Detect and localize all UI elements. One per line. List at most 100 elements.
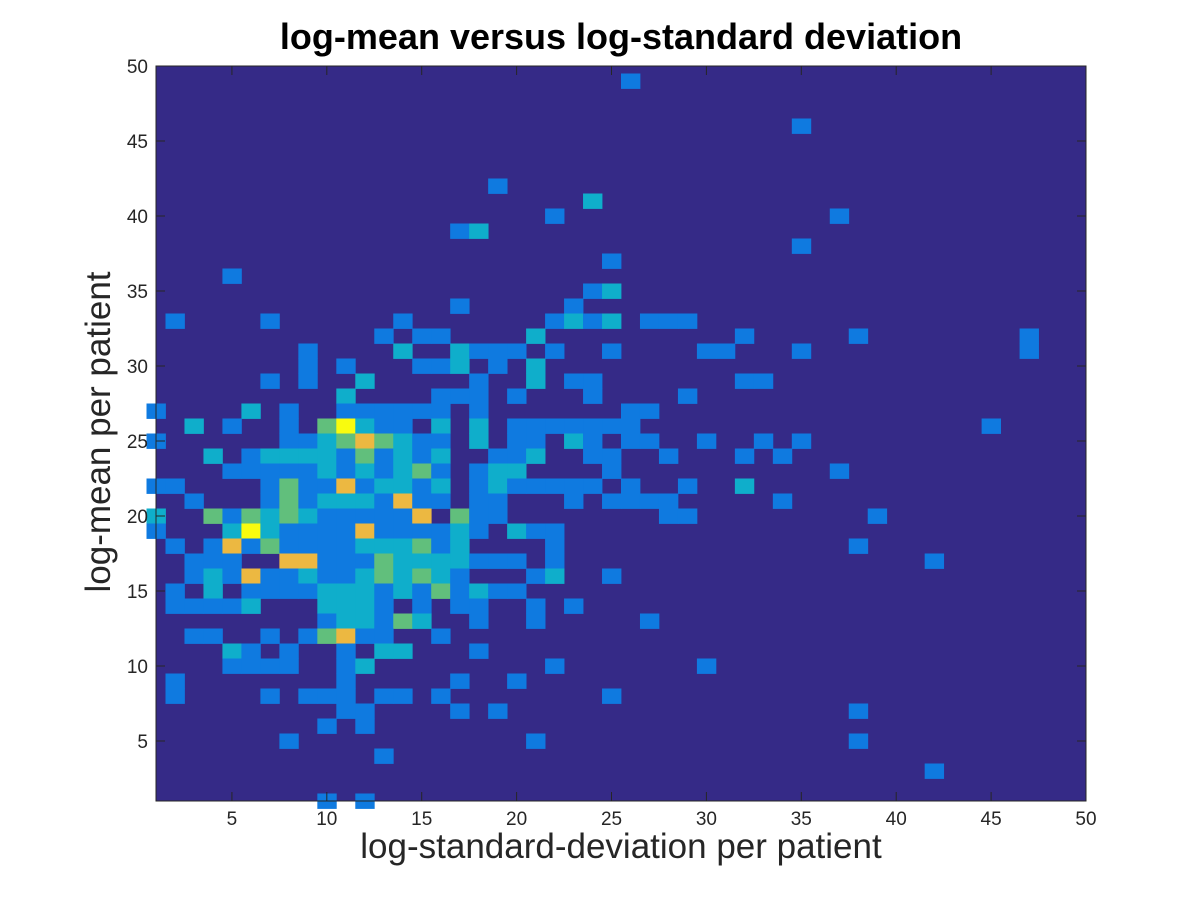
heatmap-cell	[450, 358, 470, 374]
heatmap-cell	[374, 478, 394, 494]
heatmap-cell	[260, 493, 280, 509]
heatmap-cell	[450, 598, 470, 614]
heatmap-cell	[734, 328, 755, 344]
heatmap-cell	[260, 628, 280, 644]
heatmap-cell	[336, 538, 356, 554]
heatmap-cell	[658, 313, 679, 329]
heatmap-cell	[753, 433, 774, 449]
heatmap-cell	[450, 703, 470, 719]
heatmap-cell	[677, 478, 698, 494]
heatmap-cell	[184, 493, 204, 509]
heatmap-cell	[241, 658, 261, 674]
heatmap-cell	[696, 343, 717, 359]
heatmap-cell	[336, 703, 356, 719]
plot-frame	[155, 65, 1087, 802]
heatmap-cell	[564, 493, 584, 509]
heatmap-cell	[734, 373, 755, 389]
heatmap-cell	[298, 688, 318, 704]
heatmap-cell	[184, 628, 204, 644]
heatmap-cell	[791, 433, 812, 449]
heatmap-cell	[260, 463, 280, 479]
heatmap-cell	[393, 523, 413, 539]
heatmap-cell	[450, 298, 470, 314]
heatmap-cell	[507, 418, 527, 434]
heatmap-cell	[260, 508, 280, 524]
heatmap-cell	[393, 313, 413, 329]
heatmap-cell	[431, 328, 451, 344]
heatmap-cell	[317, 433, 337, 449]
heatmap-cell	[222, 658, 242, 674]
heatmap-cell	[393, 538, 413, 554]
heatmap-cell	[772, 493, 793, 509]
y-tick-label: 20	[127, 507, 148, 528]
heatmap-cell	[469, 418, 489, 434]
heatmap-cell	[298, 433, 318, 449]
x-tick-label: 30	[696, 809, 717, 830]
heatmap-cell	[450, 523, 470, 539]
heatmap-cell	[279, 433, 299, 449]
heatmap-cell	[355, 433, 375, 449]
heatmap-cell	[526, 598, 546, 614]
heatmap-cell	[222, 523, 242, 539]
heatmap-cell	[753, 373, 774, 389]
heatmap-cell	[336, 478, 356, 494]
heatmap-cell	[355, 523, 375, 539]
heatmap-cell	[165, 538, 185, 554]
heatmap-cell	[260, 478, 280, 494]
heatmap-cell	[165, 688, 185, 704]
heatmap-cell	[412, 613, 432, 629]
heatmap-cell	[564, 313, 584, 329]
heatmap-cell	[677, 313, 698, 329]
heatmap-cell	[374, 628, 394, 644]
heatmap-cell	[374, 538, 394, 554]
heatmap-cell	[355, 703, 375, 719]
heatmap-cell	[222, 643, 242, 659]
heatmap-cell	[374, 463, 394, 479]
heatmap-cell	[393, 493, 413, 509]
heatmap-cell	[431, 538, 451, 554]
heatmap-cell	[317, 583, 337, 599]
heatmap-cell	[279, 643, 299, 659]
heatmap-cell	[507, 463, 527, 479]
heatmap-cell	[848, 538, 869, 554]
heatmap-cell	[469, 523, 489, 539]
heatmap-cell	[241, 403, 261, 419]
heatmap-cell	[639, 313, 660, 329]
heatmap-cell	[260, 658, 280, 674]
heatmap-cell	[336, 358, 356, 374]
x-tick-label: 50	[1075, 809, 1096, 830]
heatmap-cell	[336, 688, 356, 704]
heatmap-cell	[526, 478, 546, 494]
heatmap-cell	[639, 403, 660, 419]
heatmap-cell	[393, 418, 413, 434]
heatmap-cell	[583, 478, 603, 494]
heatmap-cell	[298, 508, 318, 524]
heatmap-cell	[583, 373, 603, 389]
heatmap-cell	[336, 448, 356, 464]
heatmap-cell	[507, 583, 527, 599]
heatmap-cell	[241, 598, 261, 614]
heatmap-cell	[298, 463, 318, 479]
heatmap-cell	[431, 448, 451, 464]
heatmap-cell	[298, 553, 318, 569]
heatmap-cell	[412, 448, 432, 464]
heatmap-cell	[621, 73, 641, 89]
heatmap-cell	[336, 463, 356, 479]
heatmap-cell	[355, 613, 375, 629]
heatmap-cell	[374, 583, 394, 599]
heatmap-cell	[374, 523, 394, 539]
heatmap-cell	[583, 193, 603, 209]
heatmap-cell	[355, 538, 375, 554]
heatmap-cell	[279, 478, 299, 494]
heatmap-cell	[393, 568, 413, 584]
heatmap-cell	[393, 688, 413, 704]
heatmap-cell	[317, 478, 337, 494]
heatmap-cells	[146, 73, 1039, 809]
heatmap-cell	[222, 418, 242, 434]
x-tick-label: 35	[791, 809, 812, 830]
heatmap-cell	[298, 448, 318, 464]
x-tick-label: 5	[227, 809, 238, 830]
heatmap-cell	[545, 568, 565, 584]
heatmap-cell	[203, 583, 223, 599]
heatmap-cell	[393, 553, 413, 569]
